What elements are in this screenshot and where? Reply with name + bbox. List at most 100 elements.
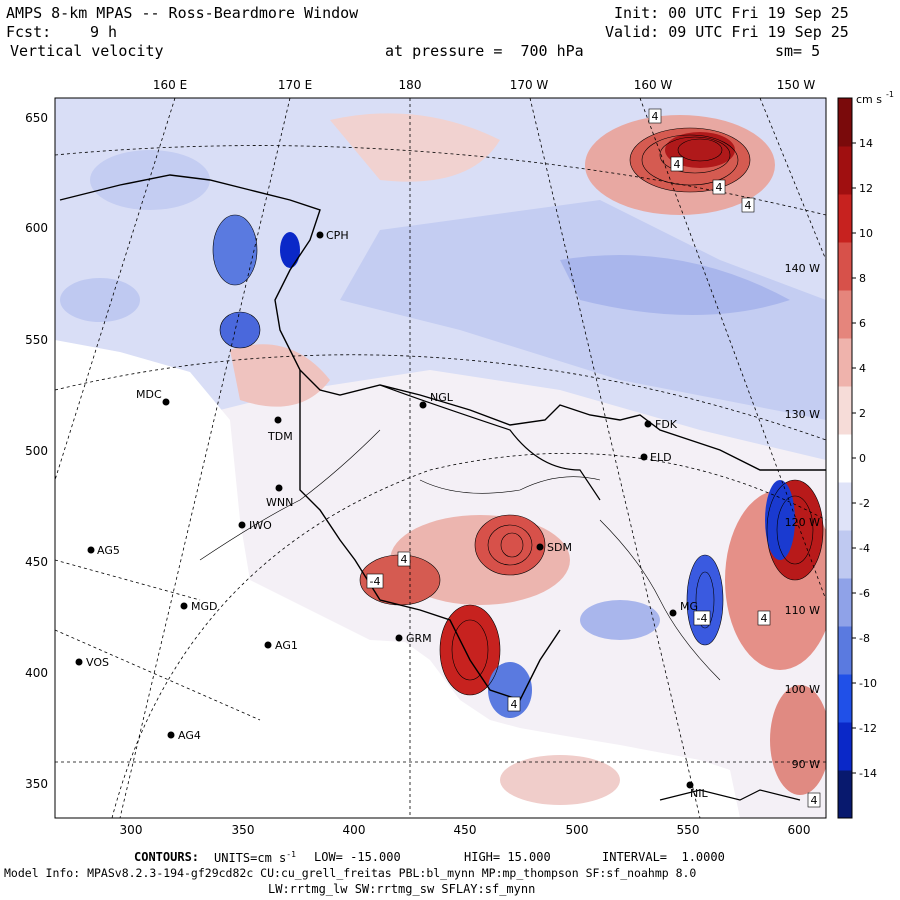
x-tick-label: 500 — [566, 823, 589, 837]
forecast-hour: 9 h — [90, 23, 118, 41]
colorbar-tick-label: -10 — [859, 677, 877, 690]
physics-info: LW:rrtmg_lw SW:rrtmg_sw SFLAY:sf_mynn — [268, 882, 536, 896]
lon-label-inside: 130 W — [785, 408, 820, 421]
svg-text:MDC: MDC — [136, 388, 162, 401]
station-cph: CPH — [316, 229, 349, 242]
lon-label-inside: 90 W — [792, 758, 820, 771]
colorbar-swatch — [838, 674, 852, 723]
svg-text:IWO: IWO — [249, 519, 272, 532]
svg-text:AG1: AG1 — [275, 639, 298, 652]
svg-text:ELD: ELD — [650, 451, 672, 464]
station-eld: ELD — [640, 451, 672, 464]
y-tick-label: 600 — [25, 221, 48, 235]
colorbar-swatch — [838, 578, 852, 627]
lon-labels-top: 160 E 170 E 180 170 W 160 W 150 W — [153, 78, 816, 92]
contour-label: 4 — [511, 698, 518, 711]
colorbar-swatch — [838, 434, 852, 483]
svg-text:VOS: VOS — [86, 656, 109, 669]
contour-label: -4 — [697, 612, 708, 625]
colorbar-swatch — [838, 626, 852, 675]
stations: CPH MDC TDM NGL WNN IWO AG5 MGD AG1 VOS … — [75, 229, 708, 800]
station-wnn: WNN — [266, 484, 293, 509]
blue-band — [560, 255, 790, 315]
colorbar-swatch — [838, 146, 852, 195]
y-tick-label: 350 — [25, 777, 48, 791]
map-title: AMPS 8-km MPAS -- Ross-Beardmore Window — [6, 4, 359, 22]
colorbar-units-exp: -1 — [886, 90, 894, 99]
contour-label: 4 — [401, 553, 408, 566]
colorbar-units: cm s — [856, 93, 882, 106]
contour-lines — [199, 127, 824, 696]
station-vos: VOS — [75, 656, 109, 669]
station-grm: GRM — [395, 632, 432, 645]
x-tick-label: 600 — [788, 823, 811, 837]
station-sdm: SDM — [536, 541, 572, 554]
colorbar-swatch — [838, 722, 852, 771]
lon-label-inside: 100 W — [785, 683, 820, 696]
station-mg: MG — [669, 600, 698, 617]
contour-label: 4 — [674, 158, 681, 171]
colorbar-swatch — [838, 386, 852, 435]
station-nil: NIL — [686, 781, 708, 800]
contours-units: UNITS=cm s-1 — [214, 850, 296, 865]
colorbar-tick-label: 8 — [859, 272, 866, 285]
contour-label: 4 — [745, 199, 752, 212]
colorbar-swatch — [838, 770, 852, 819]
model-info: Model Info: MPASv8.2.3-194-gf29cd82c CU:… — [4, 866, 697, 880]
svg-text:NIL: NIL — [690, 787, 708, 800]
valid-time: Valid: 09 UTC Fri 19 Sep 25 — [605, 23, 849, 41]
x-tick-label: 300 — [120, 823, 143, 837]
lon-label: 170 E — [278, 78, 312, 92]
smoothing-value: sm= 5 — [775, 42, 821, 60]
map-panel: 4 4 4 4 4 -4 4 4 -4 4 140 W 130 W 120 W … — [55, 98, 826, 818]
init-time: Init: 00 UTC Fri 19 Sep 25 — [614, 4, 849, 22]
y-tick-label: 500 — [25, 444, 48, 458]
station-ag5: AG5 — [87, 544, 120, 557]
station-iwo: IWO — [238, 519, 272, 532]
svg-text:AG5: AG5 — [97, 544, 120, 557]
colorbar-swatch — [838, 290, 852, 339]
colorbar-tick-label: 0 — [859, 452, 866, 465]
contours-interval: INTERVAL= 1.0000 — [602, 850, 725, 864]
no-data-region — [55, 340, 740, 818]
lon-label: 180 — [399, 78, 422, 92]
x-tick-label: 350 — [232, 823, 255, 837]
svg-text:AG4: AG4 — [178, 729, 201, 742]
colorbar-tick-label: -8 — [859, 632, 870, 645]
colorbar-swatch — [838, 338, 852, 387]
y-axis: 650 600 550 500 450 400 350 — [25, 111, 48, 791]
svg-text:CPH: CPH — [326, 229, 349, 242]
svg-text:MG: MG — [680, 600, 698, 613]
colorbar-swatch — [838, 242, 852, 291]
colorbar-tick-label: -14 — [859, 767, 877, 780]
contour-label-group: 4 4 4 4 4 -4 4 4 -4 4 — [366, 108, 821, 808]
lon-label-inside: 120 W — [785, 516, 820, 529]
x-tick-label: 550 — [677, 823, 700, 837]
station-mgd: MGD — [180, 600, 218, 613]
lon-label-inside: 140 W — [785, 262, 820, 275]
svg-text:TDM: TDM — [267, 430, 293, 443]
y-tick-label: 550 — [25, 333, 48, 347]
station-fdk: FDK — [644, 418, 678, 431]
colorbar-tick-label: 6 — [859, 317, 866, 330]
colorbar-tick-label: -2 — [859, 497, 870, 510]
station-ag1: AG1 — [264, 639, 298, 652]
station-ag4: AG4 — [167, 729, 201, 742]
colorbar-tick-label: -6 — [859, 587, 870, 600]
contour-label: 4 — [652, 110, 659, 123]
map-frame — [54, 97, 827, 819]
x-axis: 300 350 400 450 500 550 600 — [120, 823, 811, 837]
blue-core-west — [213, 215, 257, 285]
colorbar-swatch — [838, 98, 852, 147]
station-ngl: NGL — [419, 391, 454, 409]
svg-text:GRM: GRM — [406, 632, 432, 645]
contour-label: -4 — [370, 575, 381, 588]
colorbar-tick-label: 2 — [859, 407, 866, 420]
lon-label: 150 W — [777, 78, 816, 92]
x-tick-label: 400 — [343, 823, 366, 837]
lon-label: 160 E — [153, 78, 187, 92]
contour-label: 4 — [761, 612, 768, 625]
x-tick-label: 450 — [454, 823, 477, 837]
colorbar-tick-label: -4 — [859, 542, 870, 555]
